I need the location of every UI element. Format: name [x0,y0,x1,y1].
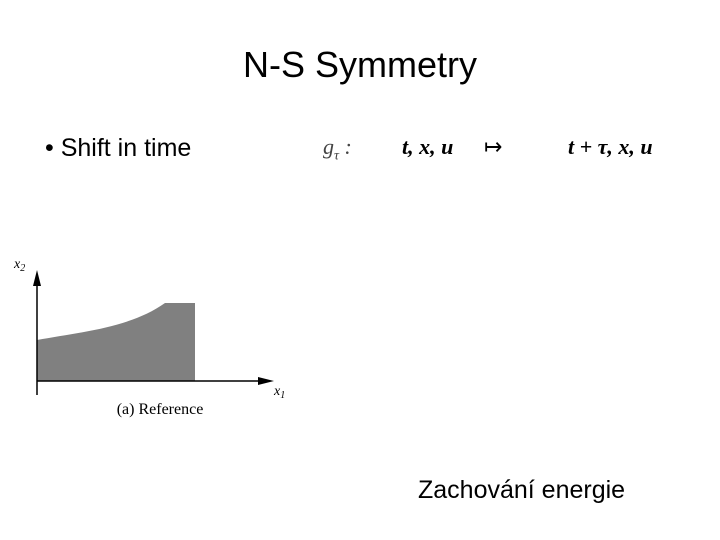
x-sub: 1 [280,390,285,401]
shaded-region [37,303,195,381]
colon: : [344,134,352,159]
domain: t, x, u [402,134,454,159]
bullet: • Shift in time [45,134,192,162]
figure-caption: (a) Reference [117,401,204,418]
y-base: x [13,257,21,272]
map-letter: g [323,134,334,159]
x-base: x [273,384,281,399]
y-axis-label: x2 [13,257,25,274]
image: t + τ, x, u [568,134,653,159]
y-sub: 2 [20,263,25,274]
footer-text: Zachování energie [418,476,626,504]
arrow: ↦ [484,134,503,159]
bullet-text: Shift in time [60,134,192,162]
map-sub: τ [334,148,340,164]
slide-title: N-S Symmetry [243,44,477,85]
x-arrowhead [258,377,274,385]
y-arrowhead [33,270,41,286]
x-axis-label: x1 [273,384,285,401]
figure: x2 x1 (a) Reference [13,257,285,418]
map-name: gτ : [323,134,352,164]
